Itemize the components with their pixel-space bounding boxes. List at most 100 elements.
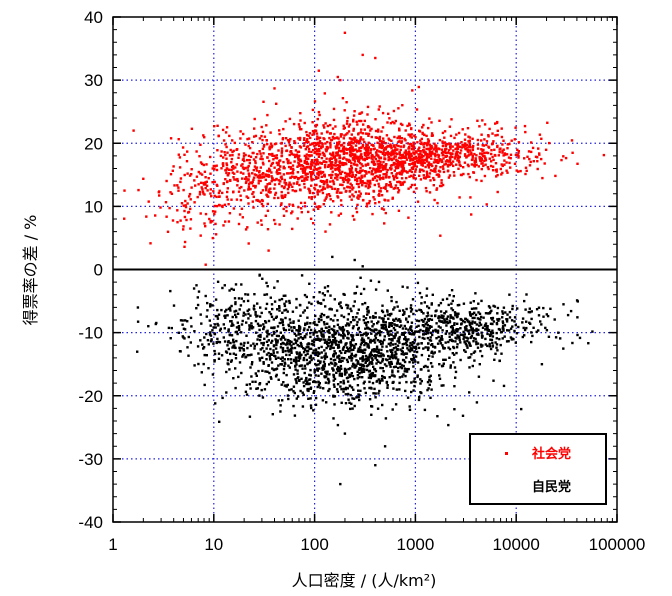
data-point — [312, 322, 315, 325]
data-point — [380, 141, 384, 144]
data-point — [367, 376, 371, 379]
data-point — [336, 152, 339, 155]
data-point — [288, 342, 292, 346]
data-point — [362, 370, 366, 373]
data-point — [286, 187, 290, 191]
data-point — [514, 153, 518, 157]
data-point — [376, 331, 380, 335]
data-point — [441, 154, 444, 157]
data-point — [414, 177, 417, 180]
data-point — [368, 179, 372, 183]
data-point — [492, 379, 495, 382]
data-point — [346, 159, 349, 162]
data-point — [314, 338, 317, 341]
data-point — [422, 333, 425, 336]
data-point — [401, 166, 404, 170]
data-point — [398, 152, 401, 156]
data-point — [312, 132, 315, 135]
data-point — [357, 328, 360, 331]
data-point — [220, 354, 224, 357]
data-point — [265, 382, 268, 386]
data-point — [205, 332, 208, 336]
data-point — [420, 342, 423, 345]
data-point — [239, 130, 242, 133]
data-point — [298, 145, 302, 148]
data-point — [471, 320, 474, 323]
data-point — [309, 368, 312, 372]
data-point — [310, 142, 314, 146]
data-point — [227, 328, 230, 331]
data-point — [216, 322, 219, 326]
data-point — [214, 314, 218, 318]
data-point — [307, 345, 310, 349]
data-point — [459, 333, 462, 336]
x-tick-label: 1 — [108, 535, 117, 554]
data-point — [396, 340, 399, 343]
data-point — [209, 331, 212, 334]
data-point — [354, 137, 357, 140]
data-point — [516, 154, 519, 157]
data-point — [275, 154, 278, 157]
data-point — [457, 167, 460, 170]
data-point — [375, 354, 378, 357]
data-point — [398, 335, 401, 339]
data-point — [364, 132, 368, 135]
data-point — [245, 334, 248, 337]
data-point — [355, 210, 359, 214]
data-point — [279, 203, 283, 207]
data-point — [301, 391, 304, 394]
data-point — [266, 228, 270, 231]
data-point — [169, 337, 172, 340]
data-point — [287, 183, 290, 186]
data-point — [273, 166, 276, 169]
data-point — [363, 358, 366, 361]
data-point — [337, 188, 340, 191]
data-point — [361, 53, 364, 57]
data-point — [456, 142, 460, 145]
data-point — [545, 329, 549, 332]
data-point — [296, 181, 299, 184]
data-point — [284, 137, 288, 140]
data-point — [491, 341, 494, 345]
data-point — [367, 192, 370, 195]
data-point — [177, 153, 180, 156]
data-point — [349, 150, 352, 153]
data-point — [286, 394, 290, 397]
data-point — [427, 306, 431, 310]
data-point — [232, 338, 235, 341]
data-point — [423, 408, 427, 412]
data-point — [136, 306, 140, 309]
data-point — [341, 176, 344, 180]
data-point — [426, 380, 430, 384]
data-point — [221, 286, 224, 290]
data-point — [461, 333, 464, 336]
data-point — [267, 175, 270, 178]
data-point — [429, 362, 433, 365]
data-point — [298, 327, 302, 330]
data-point — [238, 213, 242, 216]
data-point — [229, 352, 232, 356]
data-point — [261, 138, 264, 142]
data-point — [375, 332, 378, 336]
data-point — [251, 326, 255, 329]
data-point — [211, 329, 214, 332]
data-point — [398, 181, 402, 184]
data-point — [338, 368, 342, 371]
data-point — [430, 132, 434, 135]
data-point — [178, 350, 182, 353]
data-point — [363, 380, 366, 383]
data-point — [268, 153, 271, 156]
data-point — [321, 188, 325, 191]
data-point — [286, 346, 289, 349]
data-point — [217, 313, 221, 316]
data-point — [132, 129, 135, 132]
data-point — [366, 356, 370, 360]
data-point — [299, 341, 302, 345]
data-point — [468, 143, 472, 146]
data-point — [200, 371, 203, 374]
data-point — [390, 374, 394, 377]
data-point — [339, 305, 342, 308]
data-point — [352, 325, 355, 328]
data-point — [449, 134, 453, 138]
data-point — [275, 367, 279, 370]
